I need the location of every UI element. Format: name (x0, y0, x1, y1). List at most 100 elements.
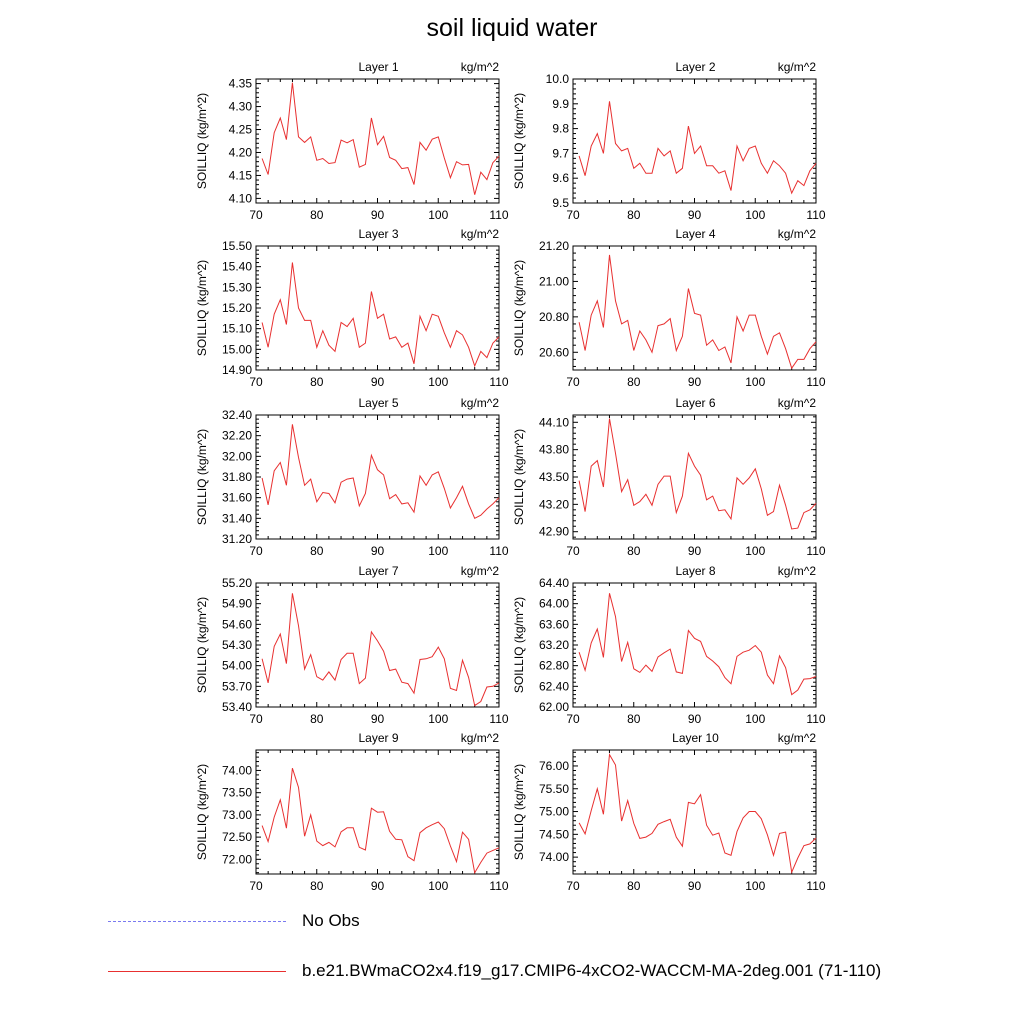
panel-title: Layer 7 (358, 564, 398, 578)
y-tick-label: 4.10 (229, 191, 253, 205)
y-axis-label: SOILLIQ (kg/m^2) (512, 93, 526, 189)
series-line (261, 424, 500, 519)
panel-units: kg/m^2 (778, 731, 817, 745)
y-tick-label: 43.80 (539, 443, 569, 457)
panel-units: kg/m^2 (461, 564, 500, 578)
x-tick-label: 70 (249, 879, 263, 893)
y-axis-label: SOILLIQ (kg/m^2) (195, 260, 209, 356)
x-tick-label: 90 (688, 879, 702, 893)
y-tick-label: 4.35 (229, 77, 253, 91)
y-tick-label: 53.70 (222, 679, 252, 693)
x-tick-label: 90 (371, 712, 385, 726)
x-tick-label: 90 (371, 208, 385, 222)
x-tick-label: 80 (627, 544, 641, 558)
y-tick-label: 54.90 (222, 597, 252, 611)
y-tick-label: 72.00 (222, 852, 252, 866)
y-tick-label: 4.25 (229, 123, 253, 137)
figure-title: soil liquid water (426, 14, 598, 42)
y-tick-label: 9.5 (552, 196, 569, 210)
y-axis-label: SOILLIQ (kg/m^2) (512, 597, 526, 693)
panel-units: kg/m^2 (461, 227, 500, 241)
legend-swatch-dashed (108, 921, 286, 922)
y-tick-label: 9.6 (552, 171, 569, 185)
x-tick-label: 70 (566, 544, 580, 558)
y-tick-label: 15.40 (222, 260, 252, 274)
series-line (261, 82, 500, 195)
y-tick-label: 44.10 (539, 415, 569, 429)
y-tick-label: 74.00 (222, 763, 252, 777)
x-tick-label: 70 (566, 712, 580, 726)
x-tick-label: 70 (249, 544, 263, 558)
panel-units: kg/m^2 (778, 60, 817, 74)
y-axis-label: SOILLIQ (kg/m^2) (195, 429, 209, 525)
series-line (261, 768, 500, 875)
y-tick-label: 31.60 (222, 491, 252, 505)
y-tick-label: 9.8 (552, 122, 569, 136)
x-tick-label: 110 (489, 375, 508, 389)
x-tick-label: 70 (566, 879, 580, 893)
x-tick-label: 80 (310, 208, 324, 222)
panel-title: Layer 3 (358, 227, 398, 241)
y-tick-label: 4.15 (229, 168, 253, 182)
y-tick-label: 62.40 (539, 679, 569, 693)
y-tick-label: 63.60 (539, 617, 569, 631)
panel-title: Layer 4 (675, 227, 715, 241)
y-tick-label: 32.20 (222, 429, 252, 443)
panel-title: Layer 6 (675, 396, 715, 410)
series-line (261, 262, 500, 368)
series-line (578, 254, 817, 370)
y-tick-label: 64.00 (539, 597, 569, 611)
x-tick-label: 70 (566, 375, 580, 389)
series-line (578, 418, 817, 530)
panel-units: kg/m^2 (461, 60, 500, 74)
y-tick-label: 42.90 (539, 525, 569, 539)
x-tick-label: 70 (566, 208, 580, 222)
x-tick-label: 90 (371, 544, 385, 558)
legend-label: b.e21.BWmaCO2x4.f19_g17.CMIP6-4xCO2-WACC… (302, 961, 882, 980)
series-line (578, 101, 817, 195)
y-tick-label: 54.60 (222, 617, 252, 631)
x-tick-label: 70 (249, 208, 263, 222)
y-tick-label: 54.00 (222, 659, 252, 673)
x-tick-label: 110 (489, 712, 508, 726)
y-tick-label: 74.50 (539, 827, 569, 841)
y-tick-label: 15.50 (222, 239, 252, 253)
x-tick-label: 80 (310, 879, 324, 893)
y-tick-label: 43.20 (539, 497, 569, 511)
panel-title: Layer 5 (358, 396, 398, 410)
x-tick-label: 90 (371, 375, 385, 389)
x-tick-label: 100 (428, 208, 448, 222)
x-tick-label: 110 (806, 375, 825, 389)
y-tick-label: 15.20 (222, 301, 252, 315)
panel-units: kg/m^2 (461, 731, 500, 745)
y-axis-label: SOILLIQ (kg/m^2) (512, 260, 526, 356)
y-tick-label: 63.20 (539, 638, 569, 652)
x-tick-label: 100 (745, 208, 765, 222)
x-tick-label: 110 (489, 544, 508, 558)
y-tick-label: 15.00 (222, 342, 252, 356)
series-line (261, 593, 500, 707)
y-tick-label: 53.40 (222, 700, 252, 714)
panel-title: Layer 10 (672, 731, 719, 745)
y-axis-label: SOILLIQ (kg/m^2) (195, 93, 209, 189)
legend-item-no-obs: No Obs (0, 907, 1024, 937)
x-tick-label: 110 (806, 879, 825, 893)
panel-title: Layer 9 (358, 731, 398, 745)
y-tick-label: 75.50 (539, 782, 569, 796)
x-tick-label: 100 (428, 544, 448, 558)
y-axis-label: SOILLIQ (kg/m^2) (512, 429, 526, 525)
y-tick-label: 15.30 (222, 280, 252, 294)
y-tick-label: 9.9 (552, 97, 569, 111)
x-tick-label: 100 (745, 544, 765, 558)
x-tick-label: 80 (310, 712, 324, 726)
x-tick-label: 80 (310, 375, 324, 389)
y-tick-label: 14.90 (222, 363, 252, 377)
y-tick-label: 10.0 (546, 72, 570, 86)
